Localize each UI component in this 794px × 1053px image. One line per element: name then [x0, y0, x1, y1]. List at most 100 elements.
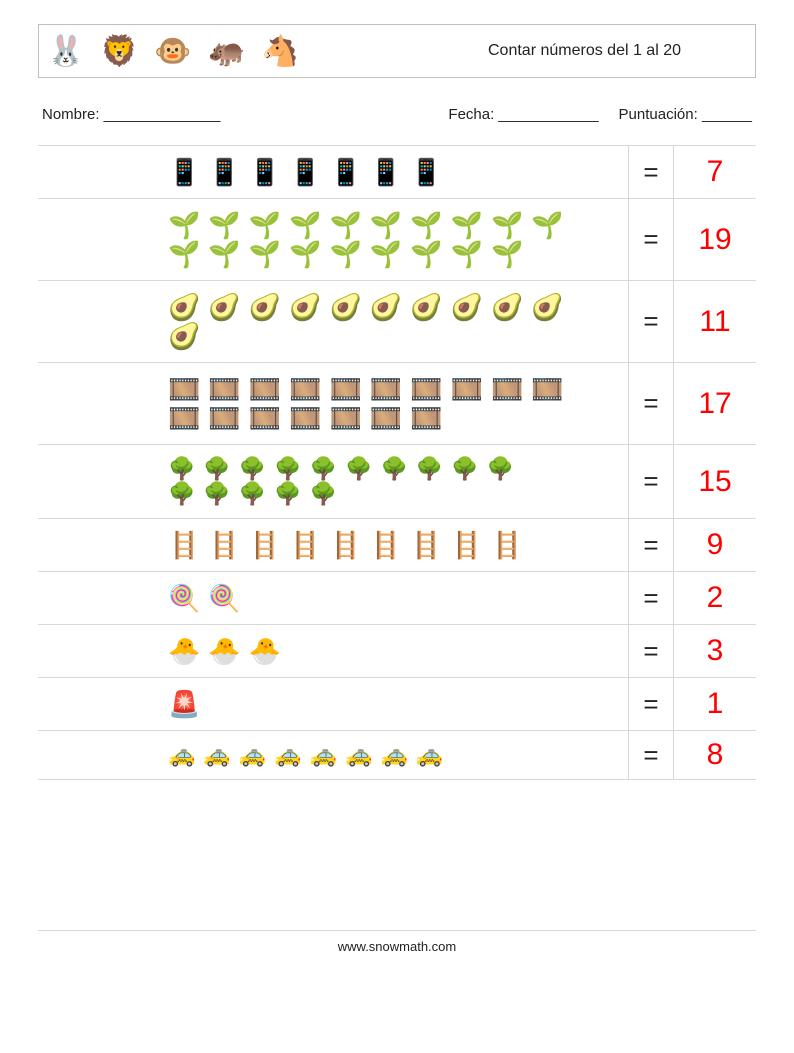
- header-box: 🐰 🦁 🐵 🦛 🐴 Contar números del 1 al 20: [38, 24, 756, 78]
- count-icon: 🎞️: [370, 376, 402, 402]
- count-icon: 🎞️: [410, 405, 442, 431]
- count-icon: 🌳: [203, 458, 230, 480]
- answer-cell: 1: [674, 687, 756, 721]
- count-icon: 🎞️: [330, 405, 362, 431]
- table-row: 🎞️🎞️🎞️🎞️🎞️🎞️🎞️🎞️🎞️🎞️🎞️🎞️🎞️🎞️🎞️🎞️🎞️=17: [38, 363, 756, 445]
- count-icons-cell: 🌳🌳🌳🌳🌳🌳🌳🌳🌳🌳🌳🌳🌳🌳🌳: [38, 445, 628, 518]
- answer-cell: 17: [674, 387, 756, 421]
- count-icon: 🌱: [168, 212, 200, 238]
- count-icon: 🌳: [487, 458, 514, 480]
- count-icon: 🌳: [345, 458, 372, 480]
- count-icon: 🚕: [168, 744, 195, 766]
- worksheet-title: Contar números del 1 al 20: [488, 42, 681, 60]
- count-icon: 🌳: [168, 483, 195, 505]
- count-icon: 🌳: [239, 483, 266, 505]
- count-icon: 🎞️: [410, 376, 442, 402]
- count-icon: 🪜: [370, 532, 402, 558]
- count-icon: 🌱: [410, 241, 442, 267]
- count-icons-cell: 🍭🍭: [38, 572, 628, 624]
- count-icons-cell: 🎞️🎞️🎞️🎞️🎞️🎞️🎞️🎞️🎞️🎞️🎞️🎞️🎞️🎞️🎞️🎞️🎞️: [38, 363, 628, 444]
- count-icon: 🚕: [239, 744, 266, 766]
- count-icon: 🪜: [249, 532, 281, 558]
- equals-cell: =: [628, 445, 674, 518]
- count-icon: 🎞️: [370, 405, 402, 431]
- count-icon: 🌱: [491, 241, 523, 267]
- count-icon: 🌳: [274, 483, 301, 505]
- count-icon: 🌳: [416, 458, 443, 480]
- count-icon: 🪜: [410, 532, 442, 558]
- count-icon: 🥑: [168, 323, 200, 349]
- answer-cell: 7: [674, 155, 756, 189]
- answer-cell: 8: [674, 738, 756, 772]
- count-icon: 🪜: [451, 532, 483, 558]
- count-icon: 🌱: [249, 241, 281, 267]
- count-icon: 🌱: [451, 241, 483, 267]
- count-icon: 📱: [249, 159, 281, 185]
- count-icons-cell: 📱📱📱📱📱📱📱: [38, 146, 628, 198]
- table-row: 🚨 =1: [38, 678, 756, 731]
- answer-cell: 2: [674, 581, 756, 615]
- equals-cell: =: [628, 731, 674, 779]
- count-icon: 🎞️: [289, 376, 321, 402]
- table-row: 🪜🪜🪜🪜🪜🪜🪜🪜🪜=9: [38, 519, 756, 572]
- count-icon: 🌱: [289, 241, 321, 267]
- answer-cell: 19: [674, 223, 756, 257]
- count-icons-cell: 🐣🐣🐣: [38, 625, 628, 677]
- answer-cell: 9: [674, 528, 756, 562]
- equals-cell: =: [628, 281, 674, 362]
- count-icon: 🎞️: [208, 376, 240, 402]
- count-icon: 🪜: [168, 532, 200, 558]
- count-icon: 🎞️: [249, 405, 281, 431]
- count-icon: 🪜: [289, 532, 321, 558]
- count-icon: 🥑: [531, 294, 563, 320]
- count-icons-cell: 🪜🪜🪜🪜🪜🪜🪜🪜🪜: [38, 519, 628, 571]
- count-icon: 🍭: [168, 585, 200, 611]
- count-icon: 🌱: [208, 241, 240, 267]
- count-icon: 📱: [289, 159, 321, 185]
- count-icon: 🌳: [310, 483, 337, 505]
- count-icon: 🚕: [274, 744, 301, 766]
- name-label: Nombre: ______________: [42, 106, 220, 123]
- count-icon: 📱: [208, 159, 240, 185]
- equals-cell: =: [628, 678, 674, 730]
- count-icon: 🍭: [208, 585, 240, 611]
- table-row: 📱📱📱📱📱📱📱=7: [38, 146, 756, 199]
- count-icon: 🥑: [491, 294, 523, 320]
- count-icon: 🌳: [274, 458, 301, 480]
- count-icon: 🥑: [410, 294, 442, 320]
- count-icons-cell: 🌱🌱🌱🌱🌱🌱🌱🌱🌱🌱🌱🌱🌱🌱🌱🌱🌱🌱🌱: [38, 199, 628, 280]
- count-icon: 🥑: [370, 294, 402, 320]
- count-icon: 🎞️: [208, 405, 240, 431]
- count-icon: 🥑: [289, 294, 321, 320]
- count-icon: 🌳: [203, 483, 230, 505]
- equals-cell: =: [628, 625, 674, 677]
- count-icon: 🥑: [249, 294, 281, 320]
- table-row: 🌳🌳🌳🌳🌳🌳🌳🌳🌳🌳🌳🌳🌳🌳🌳=15: [38, 445, 756, 519]
- table-row: 🥑🥑🥑🥑🥑🥑🥑🥑🥑🥑🥑=11: [38, 281, 756, 363]
- count-icon: 🌳: [310, 458, 337, 480]
- count-icon: 🪜: [330, 532, 362, 558]
- equals-cell: =: [628, 146, 674, 198]
- equals-cell: =: [628, 199, 674, 280]
- answer-cell: 11: [674, 305, 756, 339]
- count-icon: 🌳: [451, 458, 478, 480]
- count-icon: 🎞️: [330, 376, 362, 402]
- count-icons-cell: 🚕🚕🚕🚕🚕🚕🚕🚕: [38, 731, 628, 779]
- header-animal-icons: 🐰 🦁 🐵 🦛 🐴: [47, 34, 303, 69]
- count-icons-cell: 🥑🥑🥑🥑🥑🥑🥑🥑🥑🥑🥑: [38, 281, 628, 362]
- count-icon: 🚨: [168, 691, 200, 717]
- equals-cell: =: [628, 572, 674, 624]
- equals-cell: =: [628, 363, 674, 444]
- count-icon: 🚕: [380, 744, 407, 766]
- count-icon: 🌱: [289, 212, 321, 238]
- count-icon: 🌱: [370, 241, 402, 267]
- count-icon: 🎞️: [289, 405, 321, 431]
- count-icon: 🌳: [380, 458, 407, 480]
- count-icon: 🪜: [208, 532, 240, 558]
- count-icon: 🚕: [345, 744, 372, 766]
- count-icon: 🌱: [330, 212, 362, 238]
- count-icon: 🌱: [370, 212, 402, 238]
- table-row: 🍭🍭=2: [38, 572, 756, 625]
- count-icon: 🐣: [208, 638, 240, 664]
- count-icon: 🌱: [330, 241, 362, 267]
